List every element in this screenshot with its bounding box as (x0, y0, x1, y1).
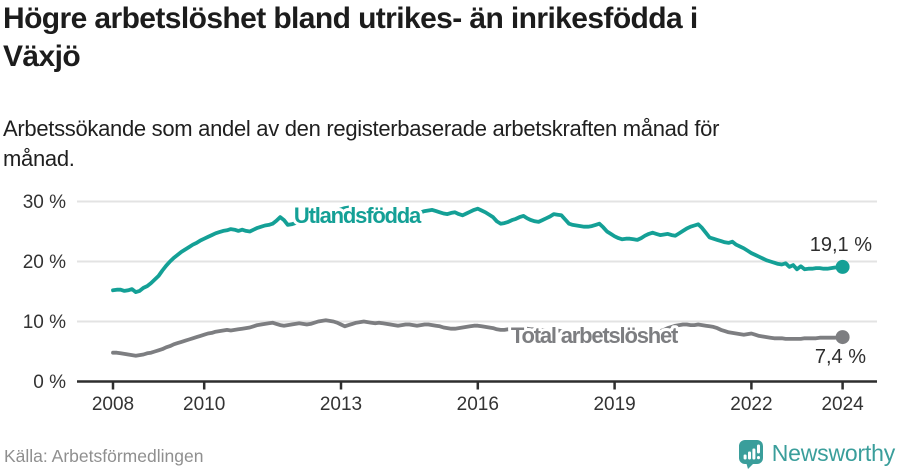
y-axis-tick-label: 0 % (33, 372, 66, 393)
source-note: Källa: Arbetsförmedlingen (4, 446, 204, 466)
page-subtitle-line-2: månad. (3, 146, 75, 171)
newsworthy-chart-bubble-icon (738, 440, 763, 469)
page-subtitle: Arbetssökande som andel av den registerb… (3, 114, 873, 174)
series-end-dot (835, 330, 850, 345)
x-axis-tick-label: 2008 (92, 394, 134, 415)
newsworthy-brand-name: Newsworthy (771, 439, 895, 466)
series-end-dot (835, 259, 850, 274)
x-axis-tick-label: 2010 (183, 394, 225, 415)
page-title-line-1: Högre arbetslöshet bland utrikes- än inr… (3, 2, 698, 35)
x-axis-tick-label: 2016 (457, 394, 499, 415)
newsworthy-logo: Newsworthy (738, 437, 895, 469)
y-axis-tick-label: 30 % (23, 192, 66, 213)
y-axis-tick-label: 20 % (23, 252, 66, 273)
x-axis-tick-label: 2024 (821, 394, 864, 415)
series-end-value-label: 19,1 % (810, 234, 872, 256)
series-line-utlandsfodda (111, 205, 845, 294)
series-line-total (111, 318, 845, 358)
page-title: Högre arbetslöshet bland utrikes- än inr… (3, 0, 895, 76)
series-end-value-label: 7,4 % (815, 346, 866, 368)
x-axis-tick-label: 2013 (320, 394, 362, 415)
series-label: Total arbetslöshet (511, 323, 679, 348)
y-axis-tick-label: 10 % (23, 312, 66, 333)
series-label: Utlandsfödda (294, 203, 422, 228)
page-subtitle-line-1: Arbetssökande som andel av den registerb… (3, 116, 720, 141)
x-axis-tick-label: 2022 (730, 394, 772, 415)
page-title-line-2: Växjö (3, 40, 81, 73)
x-axis-tick-label: 2019 (593, 394, 635, 415)
